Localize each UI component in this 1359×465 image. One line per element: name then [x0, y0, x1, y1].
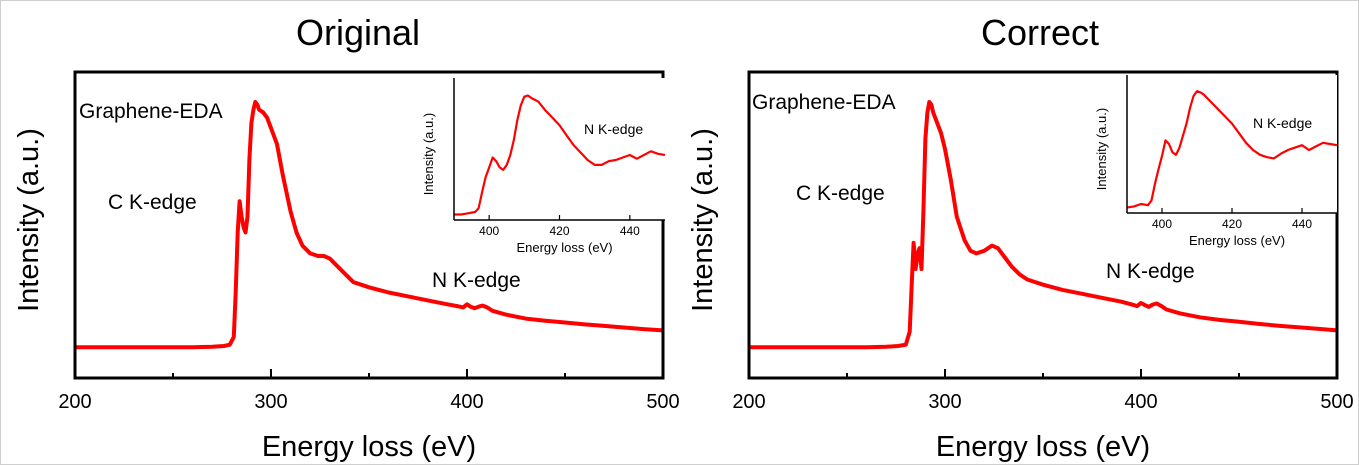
inset-annotation-label: N K-edge — [1253, 115, 1312, 131]
annotation-label: N K-edge — [432, 269, 521, 292]
x-axis-title: Energy loss (eV) — [262, 431, 476, 463]
inset-x-tick-label: 400 — [479, 224, 499, 238]
inset-x-tick-label: 400 — [1152, 217, 1172, 231]
series-line-0 — [75, 100, 664, 350]
x-tick-label: 500 — [1320, 391, 1353, 413]
inset-x-axis-title: Energy loss (eV) — [516, 240, 612, 255]
annotation-label: C K-edge — [796, 182, 885, 205]
x-tick-label: 300 — [254, 391, 287, 413]
chart-panel-0: Original 200 300 400 500 Energy loss (eV) Inte… — [13, 12, 680, 463]
inset-x-tick-label: 440 — [1292, 217, 1312, 231]
y-axis-title: Intensity (a.u.) — [13, 128, 45, 312]
y-axis-title: Intensity (a.u.) — [687, 128, 719, 312]
inset-background — [454, 78, 665, 220]
inset-series-line — [1126, 90, 1338, 209]
inset-background — [1127, 75, 1337, 213]
chart-title: Original — [296, 12, 420, 53]
inset-y-axis-title: Intensity (a.u.) — [1094, 108, 1109, 190]
annotation-label: C K-edge — [108, 191, 197, 214]
x-tick-label: 200 — [58, 391, 91, 413]
chart-title: Correct — [981, 12, 1099, 53]
series-line-0 — [749, 100, 1338, 350]
inset-chart: 400 420 440 Energy loss (eV) Intensity (a.u.… — [421, 78, 666, 255]
x-axis-title: Energy loss (eV) — [936, 431, 1150, 463]
inset-y-axis-title: Intensity (a.u.) — [421, 113, 436, 195]
chart-panel-1: Correct 200 300 400 500 Energy loss (eV) Inten… — [687, 12, 1354, 463]
inset-chart: 400 420 440 Energy loss (eV) Intensity (a.u.… — [1094, 75, 1338, 248]
x-tick-label: 500 — [646, 391, 679, 413]
inset-x-tick-label: 440 — [620, 224, 640, 238]
annotation-label: Graphene-EDA — [752, 91, 896, 114]
x-tick-label: 300 — [928, 391, 961, 413]
inset-series-line — [454, 94, 666, 216]
inset-x-axis-title: Energy loss (eV) — [1189, 233, 1285, 248]
x-tick-label: 400 — [1124, 391, 1157, 413]
annotation-label: N K-edge — [1106, 260, 1195, 283]
inset-x-tick-label: 420 — [1222, 217, 1242, 231]
x-tick-label: 200 — [732, 391, 765, 413]
x-tick-label: 400 — [450, 391, 483, 413]
annotation-label: Graphene-EDA — [79, 100, 223, 123]
inset-annotation-label: N K-edge — [584, 121, 643, 137]
inset-x-tick-label: 420 — [549, 224, 569, 238]
